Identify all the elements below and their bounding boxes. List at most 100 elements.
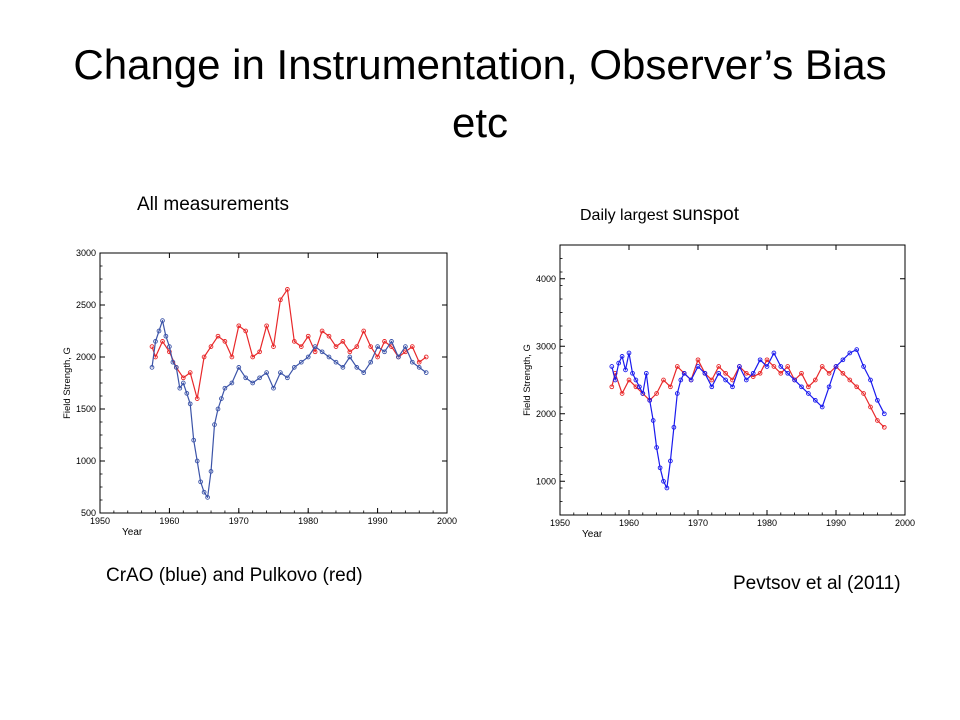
data-point-pulkovo [250,354,256,360]
data-point-pulkovo [661,377,666,383]
x-tick-label: 1980 [757,518,777,528]
data-point-crao [319,349,325,355]
data-point-pulkovo [819,364,825,369]
data-point-crao [208,469,214,474]
data-point-crao [156,328,162,334]
data-point-pulkovo [743,370,749,376]
data-point-crao [354,365,360,370]
data-point-pulkovo [291,339,297,344]
data-point-crao [650,418,656,423]
data-point-crao [681,370,687,376]
data-point-crao [271,385,276,391]
data-point-pulkovo [361,328,367,334]
x-tick-label: 1950 [90,516,110,526]
data-point-crao [637,384,642,390]
data-point-pulkovo [709,377,715,383]
data-point-crao [170,359,176,365]
data-point-crao [716,370,722,376]
series-color-caption: CrAO (blue) and Pulkovo (red) [106,565,363,586]
data-point-pulkovo [771,364,777,369]
data-point-pulkovo [264,323,269,329]
data-point-crao [847,350,853,356]
chart-daily-largest-sunspot: 1950 1960 1970 1980 1990 2000 1000 2000 3000 4000… [522,244,915,540]
data-point-pulkovo [723,370,728,376]
data-point-pulkovo [868,404,873,410]
data-point-crao [205,495,210,500]
data-point-crao [368,359,374,365]
data-point-pulkovo [416,359,422,365]
data-point-pulkovo [368,344,374,349]
slide-title: Change in Instrumentation, Observer’s Bi… [73,41,887,146]
data-point-pulkovo [354,344,360,349]
data-point-pulkovo [812,377,818,383]
data-point-crao [257,375,262,381]
data-point-crao [409,359,415,365]
data-point-pulkovo [167,349,172,355]
data-point-pulkovo [149,344,155,349]
y-tick-label: 2500 [76,300,96,310]
data-point-crao [423,370,429,375]
data-point-pulkovo [799,370,804,376]
data-point-crao [875,397,880,403]
data-point-crao [285,375,290,381]
data-point-crao [173,365,179,370]
data-point-pulkovo [854,384,860,390]
right-chart-caption-small: Daily largest [580,207,673,224]
x-tick-label: 1950 [550,518,570,528]
data-point-pulkovo [222,339,228,344]
data-point-crao [619,354,625,359]
data-point-crao [229,380,235,386]
x-tick-label: 1990 [826,518,846,528]
data-point-crao [361,370,367,375]
data-point-pulkovo [298,344,304,349]
right-chart-caption-large: sunspot [672,204,740,225]
data-point-pulkovo [609,384,615,390]
data-point-crao [340,365,346,370]
data-point-crao [609,364,615,369]
data-point-crao [184,391,190,396]
data-point-crao [668,458,673,464]
x-tick-label: 1970 [688,518,708,528]
data-point-crao [688,377,694,383]
citation-caption: Pevtsov et al (2011) [733,573,901,594]
data-point-pulkovo [423,354,429,360]
data-point-crao [840,357,846,363]
y-tick-label: 1000 [536,476,556,486]
data-point-crao [180,380,186,386]
data-point-pulkovo [750,374,756,379]
data-point-crao [854,347,860,352]
data-point-pulkovo [340,339,346,344]
data-point-crao [626,350,632,356]
data-point-pulkovo [875,418,880,423]
data-point-crao [333,359,339,365]
data-point-crao [730,384,735,390]
data-point-pulkovo [764,357,770,363]
data-point-crao [389,339,394,344]
data-point-crao [149,365,155,370]
data-point-pulkovo [285,287,290,292]
data-point-crao [616,360,622,366]
data-point-crao [153,339,158,344]
data-point-crao [326,354,332,360]
data-point-crao [709,384,715,390]
series-line-pulkovo [611,359,885,428]
x-tick-label: 2000 [895,518,915,528]
data-point-crao [291,365,297,370]
data-point-crao [194,458,200,464]
x-tick-label: 2000 [437,516,457,526]
data-point-pulkovo [278,297,283,303]
data-point-pulkovo [375,354,380,360]
data-point-crao [375,344,380,349]
data-point-crao [187,401,193,407]
data-point-crao [243,375,249,381]
data-point-pulkovo [619,391,625,396]
y-tick-label: 2000 [76,352,96,362]
data-point-crao [812,397,818,403]
data-point-pulkovo [826,370,832,376]
data-point-pulkovo [243,328,249,334]
data-point-crao [177,385,183,391]
data-point-crao [861,364,866,369]
data-point-crao [799,384,804,390]
data-point-crao [416,365,422,370]
data-point-pulkovo [305,333,311,339]
